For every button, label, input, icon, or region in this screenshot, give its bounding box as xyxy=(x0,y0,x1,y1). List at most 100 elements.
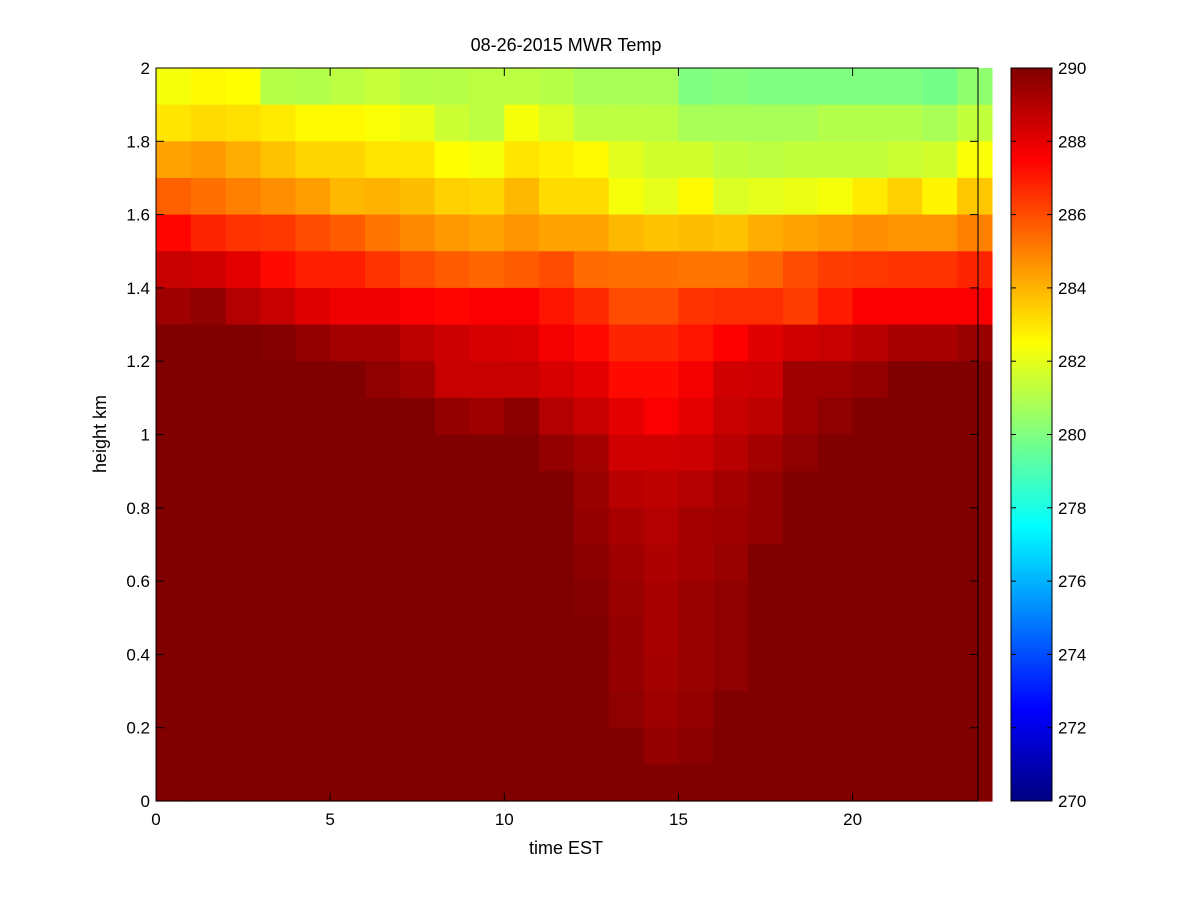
heatmap-cell xyxy=(957,68,993,106)
heatmap-cell xyxy=(399,727,436,765)
y-tick-label: 1 xyxy=(141,426,150,445)
heatmap-cell xyxy=(434,251,471,289)
heatmap-cell xyxy=(399,251,436,289)
heatmap-cell xyxy=(190,471,227,509)
heatmap-cell xyxy=(469,214,505,252)
colorbar-tick-label: 272 xyxy=(1058,719,1086,738)
heatmap-cell xyxy=(399,214,436,252)
heatmap-cell xyxy=(852,581,889,619)
heatmap-cell xyxy=(225,287,262,326)
colorbar-tick-label: 276 xyxy=(1058,572,1086,591)
heatmap-cell xyxy=(539,617,575,655)
heatmap-cell xyxy=(295,727,331,765)
heatmap-cell xyxy=(469,104,505,142)
heatmap-cell xyxy=(469,68,505,106)
heatmap-cell xyxy=(678,141,714,179)
plot-ticks: 0 5 10 15 20 0 0.2 0.4 0.6 0.8 1 1.2 1.4 1.6 1.8 2 xyxy=(126,59,978,829)
heatmap-cell xyxy=(399,434,436,472)
heatmap-cell xyxy=(260,434,296,472)
heatmap-cell xyxy=(156,361,192,399)
heatmap-cell xyxy=(678,251,714,289)
heatmap-cell xyxy=(713,361,749,399)
heatmap-cell xyxy=(573,617,610,655)
heatmap-cell xyxy=(817,691,854,729)
heatmap-cell xyxy=(190,324,227,362)
heatmap-cell xyxy=(330,764,366,802)
x-axis-label: time EST xyxy=(529,838,603,858)
heatmap-cell xyxy=(713,141,749,179)
x-tick-label: 0 xyxy=(151,810,160,829)
heatmap-cell xyxy=(782,691,819,729)
heatmap-cell xyxy=(399,691,436,729)
heatmap-cell xyxy=(504,544,540,582)
heatmap-cell xyxy=(678,727,714,765)
heatmap-cell xyxy=(678,324,714,362)
heatmap-cell xyxy=(678,764,714,802)
heatmap-cell xyxy=(434,287,471,326)
heatmap-cell xyxy=(469,287,505,326)
heatmap-cell xyxy=(887,654,923,692)
heatmap-cell xyxy=(469,764,505,802)
heatmap-cell xyxy=(957,581,993,619)
heatmap-cell xyxy=(887,544,923,582)
colorbar xyxy=(1010,67,1053,802)
heatmap-cell xyxy=(399,654,436,692)
heatmap-cell xyxy=(156,287,192,326)
heatmap-cell xyxy=(643,177,680,216)
colorbar-tick-label: 284 xyxy=(1058,279,1086,298)
colorbar-tick-label: 282 xyxy=(1058,352,1086,371)
heatmap-cell xyxy=(330,727,366,765)
heatmap-cell xyxy=(434,544,471,582)
heatmap-cell xyxy=(260,361,296,399)
heatmap-cell xyxy=(434,104,471,142)
heatmap-cell xyxy=(260,104,296,142)
heatmap-cell xyxy=(295,177,331,216)
heatmap-cell xyxy=(713,397,749,436)
heatmap-cell xyxy=(748,397,784,436)
heatmap-cell xyxy=(922,617,958,655)
heatmap-cell xyxy=(330,141,366,179)
heatmap-cell xyxy=(364,727,401,765)
heatmap-cell xyxy=(504,104,540,142)
heatmap-cell xyxy=(156,654,192,692)
heatmap-cell xyxy=(643,764,680,802)
heatmap-cell xyxy=(573,324,610,362)
heatmap-cell xyxy=(364,691,401,729)
heatmap-cell xyxy=(295,324,331,362)
heatmap-cell xyxy=(156,691,192,729)
heatmap-cell xyxy=(469,434,505,472)
heatmap-cell xyxy=(957,507,993,546)
x-tick-label: 20 xyxy=(843,810,862,829)
heatmap-cell xyxy=(330,581,366,619)
heatmap-cell xyxy=(260,654,296,692)
heatmap-cell xyxy=(364,141,401,179)
heatmap-cell xyxy=(504,691,540,729)
heatmap-cell xyxy=(295,287,331,326)
heatmap-cell xyxy=(782,764,819,802)
heatmap-cell xyxy=(678,361,714,399)
heatmap-cell xyxy=(434,581,471,619)
heatmap-cell xyxy=(713,68,749,106)
heatmap-cell xyxy=(887,764,923,802)
heatmap-cell xyxy=(260,141,296,179)
heatmap-cell xyxy=(364,471,401,509)
heatmap-cell xyxy=(190,214,227,252)
heatmap-cell xyxy=(539,544,575,582)
heatmap-cell xyxy=(539,507,575,546)
heatmap-cell xyxy=(922,434,958,472)
heatmap-cell xyxy=(434,141,471,179)
heatmap-cell xyxy=(156,471,192,509)
heatmap-cell xyxy=(782,471,819,509)
heatmap-cell xyxy=(782,177,819,216)
heatmap-cell xyxy=(364,251,401,289)
heatmap-cell xyxy=(539,581,575,619)
heatmap-cell xyxy=(608,581,645,619)
heatmap-cell xyxy=(573,471,610,509)
heatmap-cell xyxy=(399,397,436,436)
heatmap-cell xyxy=(713,434,749,472)
heatmap-cell xyxy=(608,617,645,655)
heatmap-cell xyxy=(957,434,993,472)
heatmap-cell xyxy=(295,68,331,106)
heatmap-cell xyxy=(748,654,784,692)
